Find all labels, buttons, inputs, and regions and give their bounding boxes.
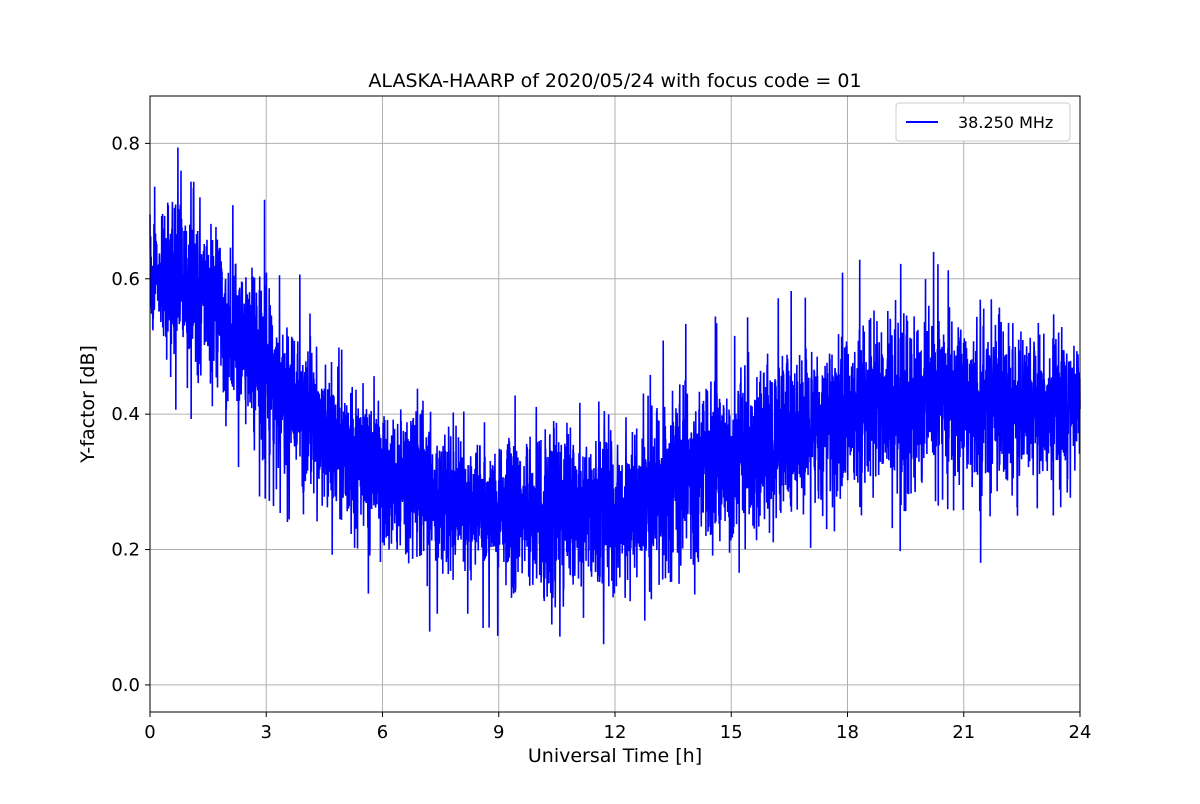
x-tick-label: 6 [377, 722, 388, 743]
x-tick-label: 24 [1069, 722, 1092, 743]
y-tick-label: 0.0 [111, 675, 140, 696]
legend: 38.250 MHz [895, 102, 1071, 142]
y-axis-label: Y-factor [dB] [77, 345, 99, 464]
x-tick-label: 12 [604, 722, 627, 743]
x-tick-label: 3 [261, 722, 272, 743]
y-tick-label: 0.2 [111, 540, 140, 561]
series-layer [149, 147, 1081, 645]
x-axis-label: Universal Time [h] [528, 745, 702, 767]
y-tick-label: 0.8 [111, 133, 140, 154]
x-tick-label: 15 [720, 722, 743, 743]
series-line-38-250-mhz [149, 147, 1081, 645]
legend-label-series-1: 38.250 MHz [958, 113, 1053, 132]
ticks-layer: 0 3 6 9 12 15 18 21 24 0.0 0.2 0.4 0.6 0.8 [111, 133, 1091, 743]
x-tick-label: 18 [836, 722, 859, 743]
y-tick-label: 0.6 [111, 269, 140, 290]
x-tick-label: 21 [952, 722, 975, 743]
x-tick-label: 0 [144, 722, 155, 743]
x-tick-label: 9 [493, 722, 504, 743]
chart-title: ALASKA-HAARP of 2020/05/24 with focus co… [368, 70, 861, 92]
y-tick-label: 0.4 [111, 404, 140, 425]
legend-box [895, 102, 1071, 142]
